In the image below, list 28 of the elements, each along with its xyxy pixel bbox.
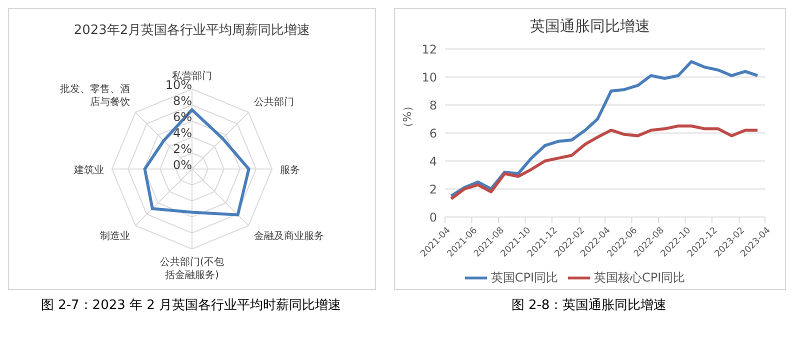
chart-title: 英国通胀同比增速 [529, 17, 651, 36]
chart-title: 2023年2月英国各行业平均周薪同比增速 [72, 22, 312, 39]
spoke-label: 服务 [280, 164, 300, 176]
legend-label: 英国CPI同比 [490, 270, 558, 284]
spoke-label: 批发、零售、酒店与餐饮 [60, 82, 130, 108]
y-tick-label: 12 [422, 42, 437, 56]
spoke-label: 公共部门(不包括金融服务) [160, 256, 224, 281]
y-tick-label: 10 [422, 70, 437, 84]
y-tick-label: 2% [172, 142, 192, 156]
spoke-label: 金融及商业服务 [254, 230, 324, 242]
spoke-label: 私营部门 [172, 70, 212, 82]
y-tick-label: 4 [429, 154, 437, 168]
y-tick-label: 6 [429, 126, 437, 140]
spoke-label: 制造业 [100, 230, 130, 242]
caption: 图 2-8：英国通胀同比增速 [510, 297, 668, 314]
spoke-label: 建筑业 [73, 164, 104, 176]
line-series [450, 124, 760, 200]
y-tick-label: 8% [172, 94, 192, 108]
spoke-label: 公共部门 [254, 96, 294, 108]
y-tick-label: 4% [172, 126, 192, 140]
y-tick-label: 2 [429, 182, 437, 196]
line-series [450, 60, 760, 198]
y-tick-label: 8 [429, 98, 437, 112]
caption: 图 2-7：2023 年 2 月英国各行业平均时薪同比增速 [40, 297, 342, 314]
legend-label: 英国核心CPI同比 [594, 270, 686, 284]
y-axis-title: （%） [400, 100, 414, 133]
y-tick-label: 0 [429, 210, 437, 224]
y-tick-label: 0% [172, 158, 192, 172]
